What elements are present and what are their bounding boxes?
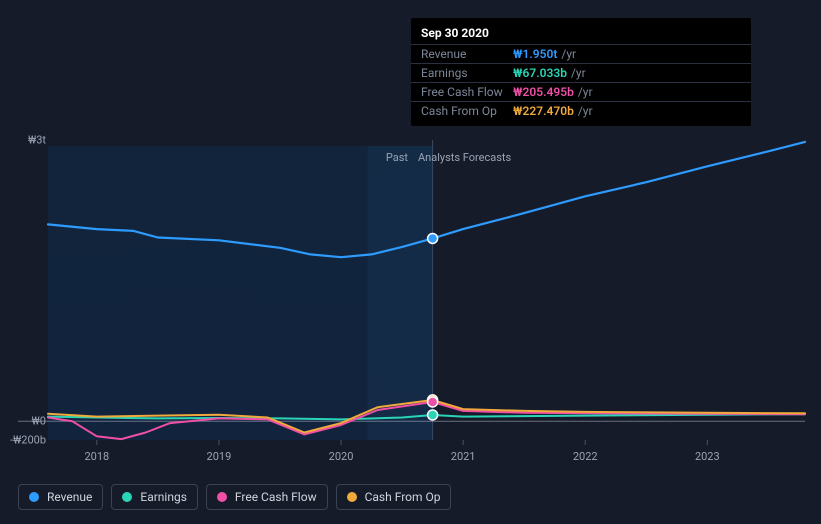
legend-item-free-cash-flow[interactable]: Free Cash Flow	[206, 484, 328, 510]
forecast-region-label: Analysts Forecasts	[418, 151, 511, 164]
y-axis-label: -₩200b	[10, 434, 46, 447]
x-axis-label: 2020	[329, 450, 354, 463]
tooltip-metric-label: Free Cash Flow	[421, 85, 513, 99]
legend-swatch	[217, 492, 227, 502]
tooltip-row: Free Cash Flow₩205.495b/yr	[411, 82, 751, 101]
legend-label: Free Cash Flow	[235, 490, 317, 504]
tooltip-row: Revenue₩1.950t/yr	[411, 44, 751, 63]
tooltip-suffix: /yr	[571, 66, 586, 80]
tooltip-metric-label: Revenue	[421, 47, 513, 61]
tooltip-row: Earnings₩67.033b/yr	[411, 63, 751, 82]
financial-chart: Past Analysts Forecasts Sep 30 2020 Reve…	[0, 0, 821, 524]
tooltip-metric-label: Earnings	[421, 66, 513, 80]
tooltip-row: Cash From Op₩227.470b/yr	[411, 101, 751, 120]
legend-item-earnings[interactable]: Earnings	[111, 484, 198, 510]
x-axis-label: 2018	[84, 450, 109, 463]
past-region-label: Past	[386, 151, 408, 164]
chart-tooltip: Sep 30 2020 Revenue₩1.950t/yrEarnings₩67…	[411, 18, 751, 126]
tooltip-suffix: /yr	[561, 47, 576, 61]
legend-label: Revenue	[47, 490, 92, 504]
y-axis-label: ₩3t	[28, 134, 46, 147]
chart-legend: Revenue Earnings Free Cash Flow Cash From O…	[18, 484, 451, 510]
tooltip-metric-value: ₩205.495b	[513, 85, 574, 99]
legend-label: Earnings	[140, 490, 187, 504]
x-axis-label: 2019	[207, 450, 232, 463]
legend-swatch	[122, 492, 132, 502]
y-axis-label: ₩0	[32, 415, 46, 428]
x-axis-label: 2023	[695, 450, 720, 463]
tooltip-suffix: /yr	[578, 104, 593, 118]
tooltip-metric-value: ₩1.950t	[513, 47, 557, 61]
tooltip-metric-label: Cash From Op	[421, 104, 513, 118]
marker-dot	[428, 397, 438, 407]
marker-dot	[428, 233, 438, 243]
legend-item-cash-from-op[interactable]: Cash From Op	[336, 484, 452, 510]
tooltip-date: Sep 30 2020	[411, 24, 751, 44]
legend-label: Cash From Op	[365, 490, 441, 504]
legend-swatch	[347, 492, 357, 502]
marker-dot	[428, 410, 438, 420]
x-axis-label: 2022	[573, 450, 598, 463]
x-axis-label: 2021	[451, 450, 476, 463]
legend-item-revenue[interactable]: Revenue	[18, 484, 103, 510]
tooltip-metric-value: ₩67.033b	[513, 66, 567, 80]
tooltip-suffix: /yr	[578, 85, 593, 99]
tooltip-metric-value: ₩227.470b	[513, 104, 574, 118]
legend-swatch	[29, 492, 39, 502]
